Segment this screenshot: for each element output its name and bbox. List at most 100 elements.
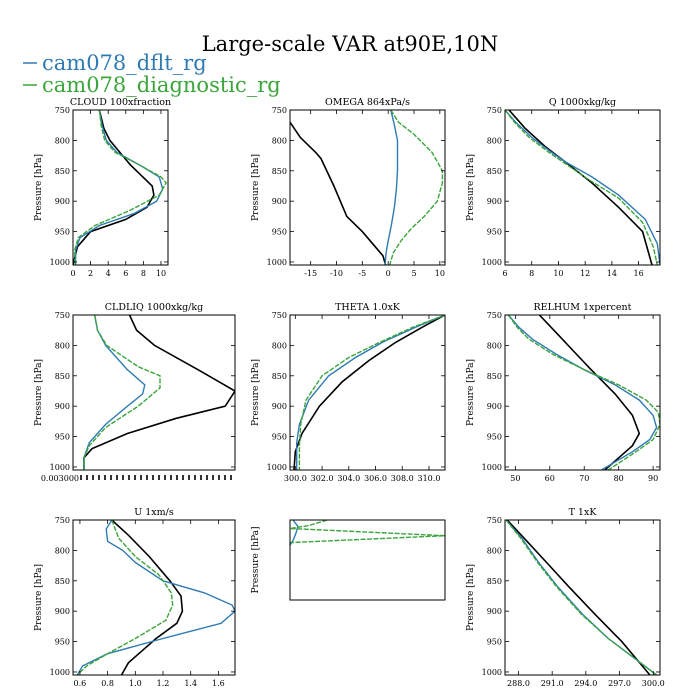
panel-7-xtick-label: 1.4 [184,679,197,688]
panel-2-ytick-label: 950 [272,228,287,237]
panel-5-ytick-label: 750 [272,311,287,320]
panel-1-line-diagnostic [74,110,168,265]
panel-4-line-dflt [83,315,146,470]
panel-9-xtick-label: 297.0 [608,679,631,688]
panel-6-xtick-label: 50 [510,474,520,483]
panel-9-line-obs [506,520,651,675]
panel-4-ytick-label: 950 [55,433,70,442]
panel-2-xtick-label: -10 [330,269,343,278]
panel-7-line-obs [111,520,184,675]
panel-7-ytick-label: 950 [55,638,70,647]
panel-6-xtick-label: 80 [614,474,624,483]
panel-4-ytick-label: 1000 [50,463,70,472]
panel-5-xtick-label: 308.0 [391,474,414,483]
panel-2-ytick-label: 900 [272,197,287,206]
panel-3-ytick-label: 850 [487,167,502,176]
panel-8-frame [289,519,446,601]
panel-1-xtick-label: 2 [88,269,93,278]
panel-2-xtick-label: 0 [386,269,391,278]
panel-7-frame [72,519,236,676]
panel-1-ytick-label: 800 [55,136,70,145]
panel-3-ytick-label: 900 [487,197,502,206]
panel-9-xtick-label: 291.0 [541,679,564,688]
panel-7-xtick-label: 1.2 [157,679,170,688]
panel-5-xtick-label: 306.0 [364,474,387,483]
panel-1-xtick-label: 0 [70,269,75,278]
panel-4-frame [72,314,236,471]
panel-6-ylabel: Pressure [hPa] [466,359,476,426]
panel-9-ytick-label: 950 [487,638,502,647]
panel-3-line-obs [508,110,653,265]
panel-4-ylabel: Pressure [hPa] [34,359,44,426]
panel-2-ylabel: Pressure [hPa] [251,154,261,221]
panel-9-ytick-label: 900 [487,607,502,616]
panel-9-xtick-label: 294.0 [574,679,597,688]
panel-8-line-dflt [290,520,299,546]
panel-9-line-diagnostic [505,520,658,675]
panel-1-xtick-label: 10 [156,269,166,278]
panel-8: Pressure [hPa] [251,519,446,601]
panel-8-ylabel: Pressure [hPa] [251,526,261,593]
panel-5-line-obs [293,315,445,470]
panel-5-xtick-label: 310.0 [418,474,441,483]
panel-7-line-dflt [76,520,235,675]
panel-3-xtick-label: 16 [634,269,644,278]
panel-7-ytick-label: 1000 [50,668,70,677]
panel-7-xtick-label: 0.6 [74,679,87,688]
panel-3-xtick-label: 6 [502,269,507,278]
panel-5-title: THETA 1.0xK [335,302,401,313]
panel-2-xtick-label: -15 [304,269,317,278]
panel-6-title: RELHUM 1xpercent [534,302,632,313]
panel-2-line-dflt [384,110,399,265]
panel-6-ytick-label: 800 [487,341,502,350]
panel-4: CLDLIQ 1000xkg/kg 750 800 850 900 950 1000 0.00… [34,302,236,483]
legend-label-dflt: cam078_dflt_rg [42,51,207,75]
legend: cam078_dflt_rg cam078_diagnostic_rg [23,51,281,97]
panel-2-line-diagnostic [389,110,444,265]
panel-2-xtick-label: -5 [358,269,366,278]
panel-1-ytick-label: 900 [55,197,70,206]
panel-6-ytick-label: 850 [487,372,502,381]
panel-5-ytick-label: 800 [272,341,287,350]
panel-1-xtick-label: 4 [106,269,111,278]
panel-9-title: T 1xK [569,507,598,518]
panel-3-xtick-label: 8 [529,269,534,278]
panel-7-ytick-label: 750 [55,516,70,525]
panel-4-ytick-label: 850 [55,372,70,381]
panel-3-ytick-label: 800 [487,136,502,145]
panel-3-ytick-label: 750 [487,106,502,115]
panel-4-dense-tick-band [80,475,232,480]
panel-7-title: U 1xm/s [134,507,174,518]
figure-title: Large-scale VAR at90E,10N [202,32,499,56]
panel-1-ylabel: Pressure [hPa] [34,154,44,221]
panel-3-xtick-label: 10 [553,269,563,278]
panel-9-xtick-label: 288.0 [507,679,530,688]
panel-6-ytick-label: 750 [487,311,502,320]
panel-5-frame [289,314,446,471]
panel-3-xtick-label: 12 [580,269,590,278]
panel-5-line-diagnostic [298,315,445,470]
panel-2-xtick-label: 10 [435,269,445,278]
panel-5-ytick-label: 950 [272,433,287,442]
panel-1-ytick-label: 1000 [50,258,70,267]
panel-9-frame [504,519,661,676]
panel-4-line-diagnostic [83,315,161,470]
panel-3-xtick-label: 14 [607,269,617,278]
panel-1-ytick-label: 850 [55,167,70,176]
panel-2-line-obs [290,121,387,265]
panel-5-line-dflt [296,315,445,470]
panel-1-title: CLOUD 100xfraction [70,97,171,108]
panel-3-ytick-label: 950 [487,228,502,237]
panel-1-frame [72,109,169,266]
panel-2-ytick-label: 750 [272,106,287,115]
panel-4-xtick-label: 0.003000 [41,474,79,483]
panel-2-frame [289,109,446,266]
panel-5-ylabel: Pressure [hPa] [251,359,261,426]
panel-2-ytick-label: 850 [272,167,287,176]
panel-5-xtick-label: 302.0 [311,474,334,483]
panel-6-xtick-label: 70 [579,474,589,483]
panel-9-ytick-label: 1000 [482,668,502,677]
